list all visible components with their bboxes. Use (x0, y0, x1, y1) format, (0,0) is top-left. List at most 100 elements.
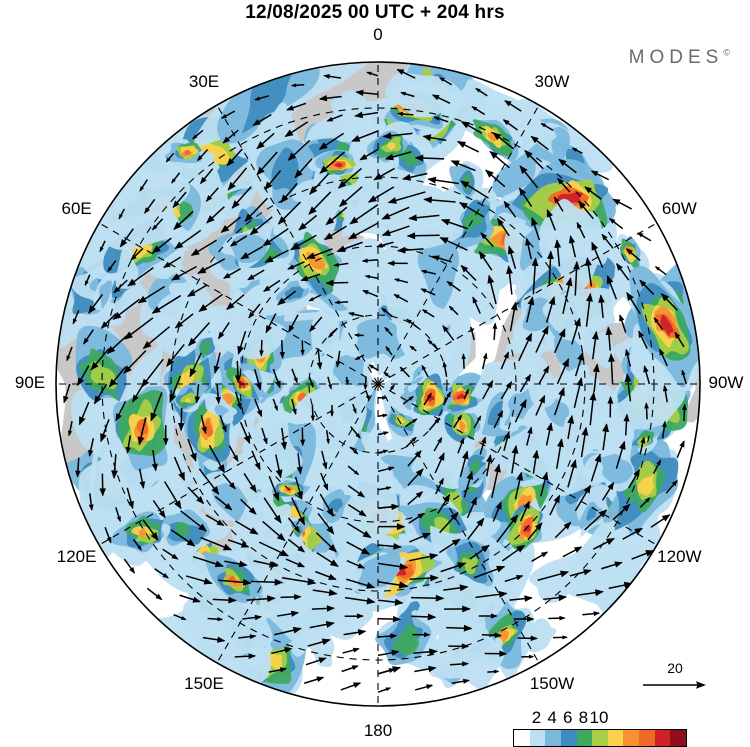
wind-arrow (355, 89, 379, 96)
wind-arrow (509, 595, 533, 602)
wind-arrow (174, 229, 202, 250)
wind-arrow (475, 87, 488, 97)
longitude-line (98, 222, 379, 385)
longitude-label: 60E (61, 199, 92, 218)
wind-arrow (63, 383, 71, 404)
wind-arrow (460, 180, 489, 199)
wind-arrow (427, 339, 439, 351)
wind-arrow (118, 208, 126, 220)
wind-arrow (470, 326, 475, 341)
wind-arrow (296, 453, 303, 475)
wind-arrow (208, 444, 226, 474)
wind-arrow (189, 352, 203, 378)
wind-arrow (414, 154, 445, 162)
wind-arrow (531, 257, 539, 295)
wind-arrow (467, 517, 485, 540)
wind-arrow (281, 577, 317, 586)
wind-arrow (88, 493, 94, 511)
wind-arrow (584, 257, 593, 287)
wind-arrow (202, 636, 226, 643)
wind-arrow (234, 653, 257, 660)
wind-arrow (377, 431, 389, 436)
wind-arrow (638, 330, 648, 349)
wind-arrow (590, 170, 610, 181)
wind-arrow (493, 410, 504, 429)
wind-arrow (473, 565, 506, 579)
precip-contour (385, 72, 467, 118)
wind-arrow (411, 613, 437, 621)
wind-arrow (460, 264, 477, 282)
wind-arrow (342, 647, 360, 654)
wind-arrow (406, 318, 420, 329)
vector-scale-arrow-icon (643, 681, 706, 689)
wind-arrow (676, 440, 685, 459)
wind-arrow (165, 152, 175, 163)
wind-arrow (305, 657, 327, 666)
wind-arrow (285, 558, 305, 568)
wind-arrow (318, 95, 342, 102)
wind-arrow (538, 365, 550, 385)
wind-arrow (433, 436, 443, 452)
precip-shading-layer (56, 62, 700, 699)
longitude-line (216, 104, 379, 385)
wind-arrow (576, 221, 586, 239)
wind-arrow (608, 218, 624, 230)
wind-arrow (119, 228, 134, 248)
wind-arrow (344, 596, 376, 605)
wind-arrow (222, 473, 236, 490)
wind-arrow (469, 544, 490, 560)
wind-arrow (532, 449, 540, 474)
wind-arrow (277, 610, 300, 617)
wind-arrow (402, 396, 414, 405)
wind-arrow (549, 494, 561, 516)
wind-arrow (448, 643, 470, 650)
wind-arrow (366, 71, 379, 77)
wind-arrow (99, 473, 106, 497)
wind-arrow (243, 473, 257, 493)
wind-arrow (420, 269, 436, 275)
wind-arrow (318, 132, 344, 150)
wind-arrow (487, 274, 497, 305)
wind-arrow (526, 426, 533, 446)
wind-arrow (300, 427, 306, 447)
wind-arrow (507, 245, 517, 269)
precip-contour (259, 557, 344, 641)
wind-arrow (249, 216, 273, 236)
colorbar (513, 729, 687, 747)
precip-contour (481, 425, 567, 481)
vector-scale-legend: 20 (640, 660, 710, 692)
wind-arrow (502, 119, 519, 131)
wind-arrow (198, 293, 224, 312)
wind-arrow (78, 401, 90, 426)
wind-arrow (319, 493, 334, 518)
wind-arrow (623, 413, 630, 436)
wind-arrow (396, 111, 414, 117)
wind-arrow (198, 468, 220, 495)
wind-arrow (335, 350, 341, 368)
wind-arrow (72, 309, 80, 325)
wind-arrow (323, 73, 341, 79)
wind-arrow (409, 345, 417, 352)
wind-arrow (253, 560, 279, 568)
wind-arrow (554, 239, 562, 267)
longitude-line (377, 222, 658, 385)
wind-arrow (540, 471, 549, 497)
wind-arrow (521, 654, 535, 659)
wind-arrow (456, 140, 480, 153)
wind-arrow (487, 669, 500, 674)
wind-arrow (404, 418, 418, 428)
wind-arrow (268, 476, 280, 502)
wind-arrow (409, 574, 439, 582)
wind-arrow (259, 339, 264, 357)
wind-arrow (399, 366, 410, 378)
wind-arrow (503, 430, 511, 451)
wind-arrow (308, 376, 314, 389)
wind-arrow (315, 532, 337, 553)
wind-arrow (377, 413, 388, 418)
wind-arrow (519, 500, 530, 522)
wind-arrow (437, 493, 451, 514)
wind-arrow (524, 149, 544, 170)
longitude-line (377, 104, 540, 385)
wind-arrow (151, 218, 164, 231)
